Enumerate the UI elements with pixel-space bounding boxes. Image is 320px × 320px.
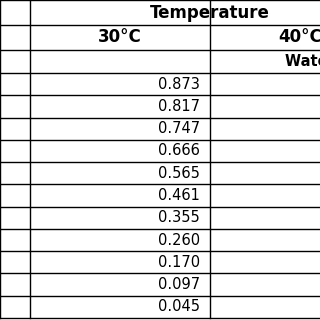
Text: 40°C: 40°C bbox=[278, 28, 320, 46]
Text: 0.666: 0.666 bbox=[158, 143, 200, 158]
Text: 0.097: 0.097 bbox=[158, 277, 200, 292]
Text: 0.461: 0.461 bbox=[158, 188, 200, 203]
Text: Temperature: Temperature bbox=[150, 4, 270, 21]
Text: 30°C: 30°C bbox=[98, 28, 142, 46]
Text: 0.355: 0.355 bbox=[158, 210, 200, 225]
Text: 0.170: 0.170 bbox=[158, 255, 200, 270]
Text: 0.817: 0.817 bbox=[158, 99, 200, 114]
Text: 0.747: 0.747 bbox=[158, 121, 200, 136]
Text: 0.260: 0.260 bbox=[158, 233, 200, 248]
Text: 0.045: 0.045 bbox=[158, 300, 200, 314]
Text: 0.565: 0.565 bbox=[158, 166, 200, 181]
Text: 0.873: 0.873 bbox=[158, 76, 200, 92]
Text: Water activi: Water activi bbox=[285, 54, 320, 69]
